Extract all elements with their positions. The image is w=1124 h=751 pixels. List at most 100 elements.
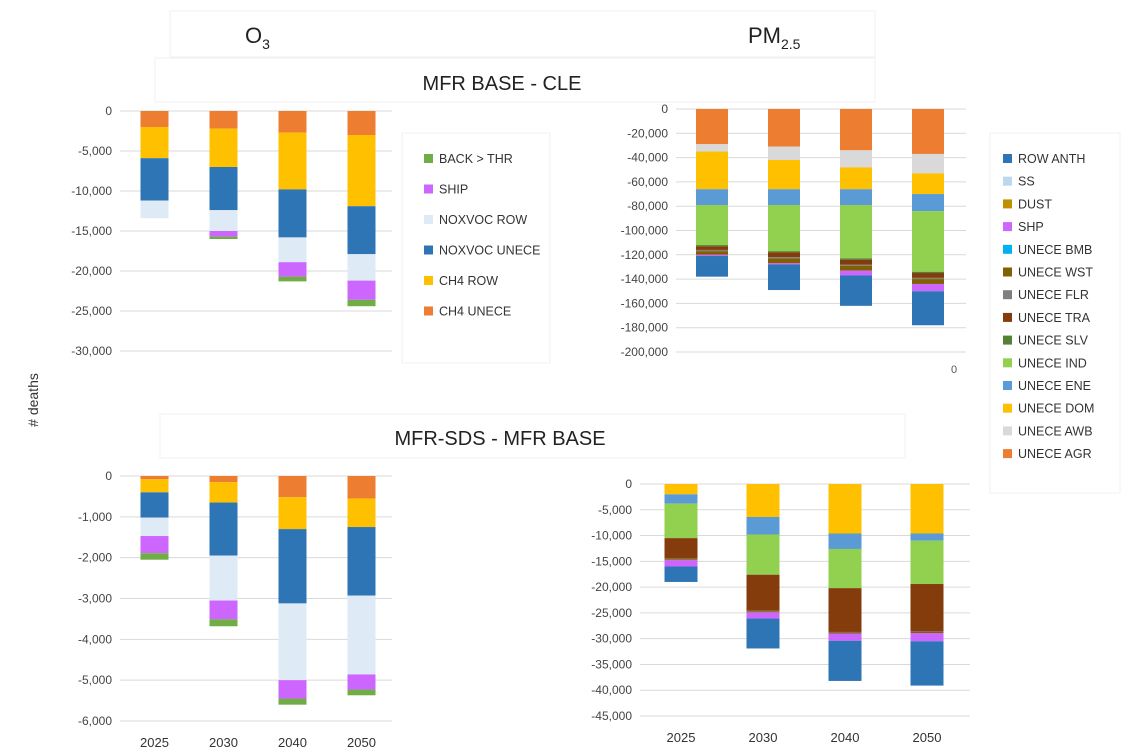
bar-segment-noxvoc-unece bbox=[209, 167, 238, 211]
bar-segment-noxvoc-unece bbox=[140, 492, 169, 518]
bar-segment-unece-flr bbox=[746, 610, 780, 612]
legend-swatch bbox=[1003, 335, 1012, 345]
bar-segment-back-thr bbox=[278, 698, 307, 705]
legend-label: UNECE WST bbox=[1018, 266, 1093, 280]
bar-segment-ch4-row bbox=[278, 132, 307, 190]
pm-heading-subscript: 2.5 bbox=[781, 36, 801, 52]
bar-segment-row-anth bbox=[696, 256, 728, 277]
y-tick-label: -4,000 bbox=[78, 632, 112, 646]
y-tick-label: -40,000 bbox=[591, 683, 632, 697]
legend-swatch bbox=[1003, 426, 1012, 436]
y-tick-label: -35,000 bbox=[591, 657, 632, 671]
y-tick-label: -45,000 bbox=[591, 709, 632, 723]
bar-segment-unece-ind bbox=[910, 540, 944, 585]
bar-segment-row-anth bbox=[840, 275, 872, 306]
panel2-title-box bbox=[159, 413, 906, 459]
legend-swatch bbox=[1003, 154, 1012, 163]
bar-segment-unece-slv bbox=[840, 258, 872, 260]
bar-segment-unece-dom bbox=[768, 160, 800, 190]
bar-segment-ship bbox=[209, 600, 238, 620]
bar-segment-unece-tra bbox=[746, 574, 780, 611]
y-tick-label: -180,000 bbox=[621, 321, 669, 335]
bar-segment-unece-dom bbox=[910, 484, 944, 534]
bar-segment-row-anth bbox=[828, 640, 862, 681]
bar-segment-back-thr bbox=[140, 553, 169, 560]
bar-segment-ch4-unece bbox=[209, 476, 238, 483]
y-tick-label: -20,000 bbox=[591, 580, 632, 594]
bar-segment-unece-wst bbox=[746, 611, 780, 613]
bar-segment-unece-awb bbox=[912, 153, 944, 174]
bar-segment-noxvoc-row bbox=[209, 210, 238, 231]
bar-segment-ch4-row bbox=[140, 127, 169, 159]
bar-segment-shp bbox=[696, 254, 728, 257]
legend-swatch bbox=[1003, 381, 1012, 390]
bar-segment-noxvoc-row bbox=[278, 237, 307, 263]
bar-segment-unece-awb bbox=[840, 150, 872, 168]
pm-legend: ROW ANTH SS DUST SHP UNECE BMB UNECE WST UNECE… bbox=[1003, 152, 1094, 461]
bar-segment-ship bbox=[347, 674, 376, 690]
bar-segment-unece-wst bbox=[912, 279, 944, 284]
legend-swatch bbox=[1003, 244, 1012, 254]
legend-swatch bbox=[1003, 449, 1012, 459]
bar-segment-unece-wst bbox=[910, 631, 944, 633]
x-tick-label: 2025 bbox=[667, 730, 696, 745]
bar-segment-unece-ene bbox=[840, 189, 872, 205]
bar-segment-row-anth bbox=[664, 566, 698, 582]
bar-segment-unece-awb bbox=[768, 146, 800, 161]
bar-segment-row-anth bbox=[910, 641, 944, 686]
legend-label: DUST bbox=[1018, 197, 1052, 211]
legend-swatch bbox=[1003, 403, 1012, 413]
bar-segment-noxvoc-row bbox=[140, 517, 169, 537]
bar-segment-unece-tra bbox=[696, 246, 728, 250]
bar-segment-ship bbox=[347, 280, 376, 300]
bar-segment-unece-slv bbox=[768, 251, 800, 253]
bar-segment-unece-ind bbox=[746, 534, 780, 575]
y-tick-label: 0 bbox=[661, 102, 668, 116]
o3-sds-chart: 0 -1,000 -2,000 -3,000 -4,000 -5,000 -6,000 202… bbox=[78, 469, 392, 750]
bar-segment-unece-flr bbox=[910, 631, 944, 632]
x-tick-label: 2050 bbox=[347, 735, 376, 750]
y-tick-label: 0 bbox=[625, 477, 632, 491]
bar-segment-unece-wst bbox=[664, 559, 698, 561]
bar-segment-unece-tra bbox=[840, 259, 872, 265]
bar-segment-unece-dom bbox=[696, 151, 728, 190]
bar-segment-unece-ene bbox=[912, 194, 944, 212]
bar-segment-ch4-unece bbox=[140, 111, 169, 127]
y-tick-label: 0 bbox=[105, 104, 112, 118]
legend-label: ROW ANTH bbox=[1018, 152, 1085, 166]
bar-segment-shp bbox=[840, 270, 872, 276]
y-tick-label: -100,000 bbox=[621, 224, 669, 238]
y-tick-label: -60,000 bbox=[627, 175, 668, 189]
bar-segment-ch4-unece bbox=[347, 476, 376, 499]
bar-segment-unece-flr bbox=[664, 558, 698, 560]
y-tick-label: -80,000 bbox=[627, 199, 668, 213]
bar-segment-unece-wst bbox=[768, 258, 800, 264]
y-tick-label: -5,000 bbox=[598, 503, 632, 517]
bar-segment-ch4-row bbox=[140, 479, 169, 493]
bar-segment-noxvoc-row bbox=[347, 254, 376, 281]
legend-label: SS bbox=[1018, 175, 1035, 189]
bar-segment-ch4-row bbox=[209, 128, 238, 167]
y-axis-label: # deaths bbox=[25, 373, 41, 427]
bar-segment-noxvoc-unece bbox=[278, 189, 307, 238]
bar-segment-unece-agr bbox=[768, 109, 800, 147]
x-tick-label: 2025 bbox=[140, 735, 169, 750]
legend-swatch bbox=[424, 306, 433, 316]
bar-segment-shp bbox=[910, 632, 944, 642]
bar-segment-unece-slv bbox=[696, 245, 728, 247]
bar-segment-noxvoc-unece bbox=[209, 502, 238, 556]
bar-segment-unece-ind bbox=[840, 204, 872, 259]
bar-segment-unece-ene bbox=[696, 189, 728, 205]
bar-segment-back-thr bbox=[209, 236, 238, 239]
pm-heading: PM2.5 bbox=[748, 23, 801, 52]
bar-segment-noxvoc-row bbox=[140, 200, 169, 219]
bar-segment-unece-flr bbox=[696, 249, 728, 252]
legend-label: BACK > THR bbox=[439, 152, 513, 166]
bar-segment-unece-dom bbox=[746, 484, 780, 517]
bar-segment-unece-ene bbox=[910, 533, 944, 541]
legend-label: CH4 UNECE bbox=[439, 305, 511, 319]
legend-label: UNECE AGR bbox=[1018, 447, 1092, 461]
legend-label: SHP bbox=[1018, 220, 1044, 234]
x-tick-label: 2030 bbox=[749, 730, 778, 745]
y-tick-label: -30,000 bbox=[591, 632, 632, 646]
